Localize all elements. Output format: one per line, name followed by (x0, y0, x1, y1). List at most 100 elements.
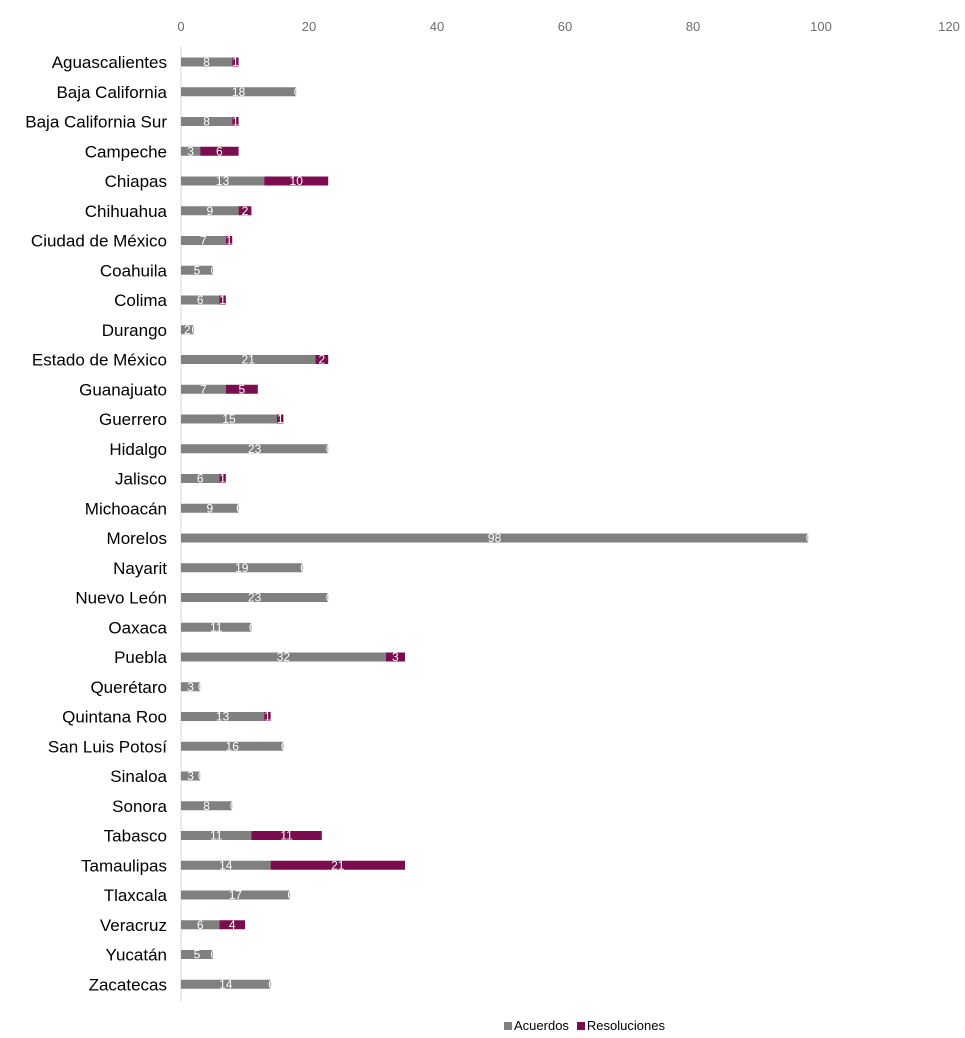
data-label-resoluciones: 0 (281, 739, 288, 753)
data-label-resoluciones: 21 (331, 858, 345, 872)
data-label-acuerdos: 3 (187, 769, 194, 783)
legend-swatch-acuerdos (504, 1021, 512, 1030)
category-label: Quintana Roo (62, 708, 167, 727)
data-label-acuerdos: 11 (210, 829, 223, 843)
bar-resoluciones (238, 206, 252, 216)
bar-acuerdos (181, 87, 297, 97)
bar-acuerdos (181, 593, 329, 602)
bar-resoluciones (219, 920, 245, 930)
category-label: Ciudad de México (31, 232, 167, 251)
category-label: Chiapas (105, 172, 167, 191)
data-label-resoluciones: 0 (300, 561, 307, 575)
bar-acuerdos (181, 236, 226, 245)
bar-resoluciones (200, 146, 239, 156)
bar-resoluciones (251, 831, 322, 840)
bar-acuerdos (181, 57, 233, 67)
x-axis-ticks: 0 20 40 60 80 100 120 (177, 19, 959, 34)
x-tick-label: 80 (686, 19, 700, 34)
data-label-acuerdos: 3 (187, 680, 194, 694)
bar-acuerdos (181, 920, 220, 930)
category-label: Tamaulipas (81, 856, 167, 875)
data-label-resoluciones: 0 (198, 680, 205, 694)
category-label: Guerrero (99, 410, 167, 429)
bar-acuerdos (181, 503, 239, 513)
data-label-resoluciones: 10 (290, 174, 304, 188)
bar-acuerdos (181, 741, 284, 751)
bar-resoluciones (225, 236, 233, 245)
x-tick-label: 40 (430, 19, 444, 34)
category-label: Michoacán (85, 499, 167, 518)
data-label-resoluciones: 0 (249, 620, 256, 634)
data-label-acuerdos: 21 (242, 353, 256, 367)
bar-resoluciones (277, 414, 284, 424)
category-label: Chihuahua (85, 202, 168, 221)
category-label: Estado de México (32, 351, 167, 370)
data-label-acuerdos: 16 (226, 739, 240, 753)
data-label-resoluciones: 1 (232, 115, 239, 129)
bar-acuerdos (181, 771, 201, 781)
data-label-acuerdos: 11 (210, 620, 223, 634)
data-label-resoluciones: 1 (219, 293, 226, 307)
x-tick-label: 20 (302, 19, 316, 34)
data-label-acuerdos: 23 (248, 442, 262, 456)
data-label-resoluciones: 0 (287, 888, 294, 902)
category-label: San Luis Potosí (48, 737, 167, 756)
bar-acuerdos (181, 355, 316, 364)
category-label: Jalisco (115, 470, 167, 489)
bar-resoluciones (385, 652, 405, 662)
data-label-acuerdos: 98 (488, 531, 502, 545)
category-label: Campeche (85, 142, 167, 161)
x-tick-label: 120 (938, 19, 960, 34)
category-label: Guanajuato (79, 380, 167, 399)
bar-acuerdos (181, 206, 239, 216)
data-label-resoluciones: 4 (229, 918, 236, 932)
category-label: Sinaloa (110, 767, 167, 786)
data-label-resoluciones: 1 (232, 55, 239, 69)
bar-resoluciones (232, 117, 239, 126)
category-label: Baja California (56, 83, 167, 102)
category-label: Tabasco (104, 827, 167, 846)
bar-acuerdos (181, 950, 213, 959)
bar-acuerdos (181, 652, 386, 662)
data-label-acuerdos: 8 (203, 55, 210, 69)
category-label: Durango (102, 321, 167, 340)
data-label-acuerdos: 8 (203, 799, 210, 813)
bar-acuerdos (181, 890, 290, 900)
legend-label-acuerdos: Acuerdos (514, 1018, 569, 1033)
data-label-acuerdos: 9 (206, 501, 213, 515)
bar-resoluciones (225, 384, 258, 394)
bar-resoluciones (219, 474, 226, 483)
category-label: Querétaro (90, 678, 167, 697)
data-label-acuerdos: 3 (187, 144, 194, 158)
category-label: Morelos (107, 529, 167, 548)
data-label-resoluciones: 1 (277, 412, 284, 426)
bar-acuerdos (181, 325, 194, 335)
bar-acuerdos (181, 117, 233, 126)
data-label-acuerdos: 6 (197, 918, 204, 932)
data-label-resoluciones: 2 (242, 204, 249, 218)
data-label-acuerdos: 7 (200, 382, 207, 396)
data-label-acuerdos: 14 (219, 977, 233, 991)
bar-acuerdos (181, 563, 303, 573)
data-label-acuerdos: 18 (232, 85, 246, 99)
bar-acuerdos (181, 831, 252, 840)
bar-acuerdos (181, 801, 233, 811)
data-label-acuerdos: 5 (194, 263, 201, 277)
data-label-resoluciones: 3 (392, 650, 399, 664)
bar-acuerdos (181, 176, 265, 186)
bar-acuerdos (181, 295, 220, 305)
data-label-resoluciones: 0 (230, 799, 237, 813)
data-label-resoluciones: 0 (268, 977, 275, 991)
legend-item-acuerdos: Acuerdos (504, 1018, 569, 1033)
bar-resoluciones (219, 295, 226, 305)
category-label: Nayarit (113, 559, 167, 578)
data-label-acuerdos: 7 (200, 234, 207, 248)
data-label-resoluciones: 6 (216, 144, 223, 158)
data-label-acuerdos: 23 (248, 591, 262, 605)
data-label-resoluciones: 0 (326, 442, 333, 456)
data-label-acuerdos: 32 (277, 650, 291, 664)
category-label: Zacatecas (89, 975, 167, 994)
bar-acuerdos (181, 979, 271, 989)
category-label: Tlaxcala (104, 886, 168, 905)
bar-resoluciones (232, 57, 239, 67)
